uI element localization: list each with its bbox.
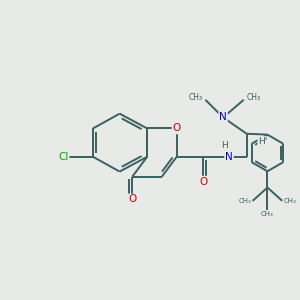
Text: CH₃: CH₃ xyxy=(238,198,251,204)
Text: CH₃: CH₃ xyxy=(284,198,296,204)
Text: Cl: Cl xyxy=(58,152,69,162)
Text: N: N xyxy=(219,112,227,122)
Text: O: O xyxy=(199,177,207,187)
Text: O: O xyxy=(128,194,136,204)
Text: H: H xyxy=(258,136,265,146)
Text: O: O xyxy=(172,123,181,134)
Text: CH₃: CH₃ xyxy=(247,93,261,102)
Text: CH₃: CH₃ xyxy=(188,93,203,102)
Text: N: N xyxy=(225,152,233,162)
Text: CH₃: CH₃ xyxy=(261,211,274,217)
Text: H: H xyxy=(221,141,228,150)
